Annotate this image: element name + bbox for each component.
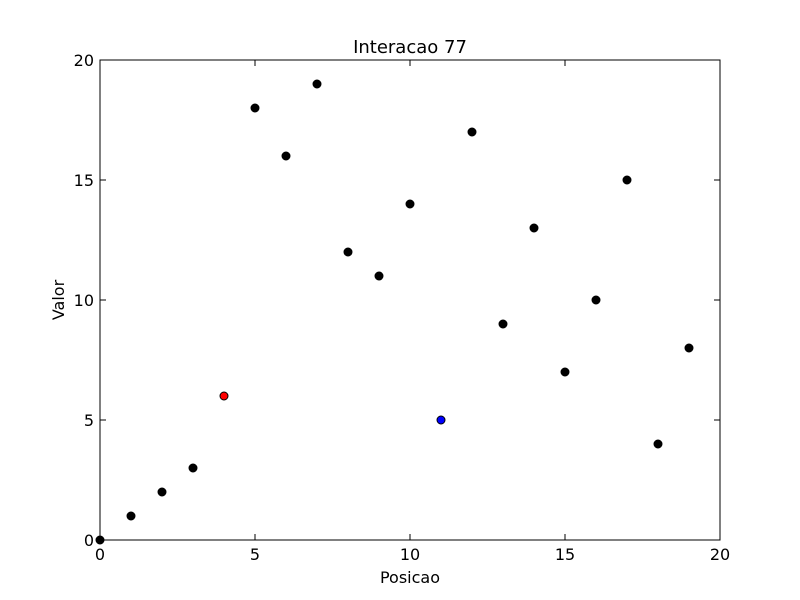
data-point (250, 103, 260, 113)
y-tick-label: 10 (74, 291, 94, 310)
y-tick-label: 15 (74, 171, 94, 190)
data-point (529, 223, 539, 233)
data-point (560, 367, 570, 377)
data-point (126, 511, 136, 521)
x-tick-label: 0 (95, 545, 105, 564)
data-point (312, 79, 322, 89)
data-point (188, 463, 198, 473)
data-point (95, 535, 105, 545)
data-point (157, 487, 167, 497)
axis-tick-labels: 0 5 10 15 20 0 5 10 15 20 (74, 51, 731, 564)
x-tick-label: 5 (250, 545, 260, 564)
x-axis-label: Posicao (380, 568, 440, 587)
data-point (343, 247, 353, 257)
axis-ticks (99, 59, 721, 541)
plot-area (99, 59, 721, 541)
y-tick-label: 0 (84, 531, 94, 550)
y-tick-label: 5 (84, 411, 94, 430)
data-point (653, 439, 663, 449)
x-tick-label: 20 (710, 545, 730, 564)
data-point (622, 175, 632, 185)
x-tick-label: 10 (400, 545, 420, 564)
data-point (684, 343, 694, 353)
x-tick-label: 15 (555, 545, 575, 564)
data-point (467, 127, 477, 137)
data-points (95, 79, 694, 545)
data-point (591, 295, 601, 305)
data-point (405, 199, 415, 209)
data-point (436, 415, 446, 425)
data-point (219, 391, 229, 401)
data-point (498, 319, 508, 329)
data-point (374, 271, 384, 281)
y-axis-label: Valor (49, 279, 68, 320)
data-point (281, 151, 291, 161)
chart-title: Interacao 77 (353, 37, 467, 58)
y-tick-label: 20 (74, 51, 94, 70)
